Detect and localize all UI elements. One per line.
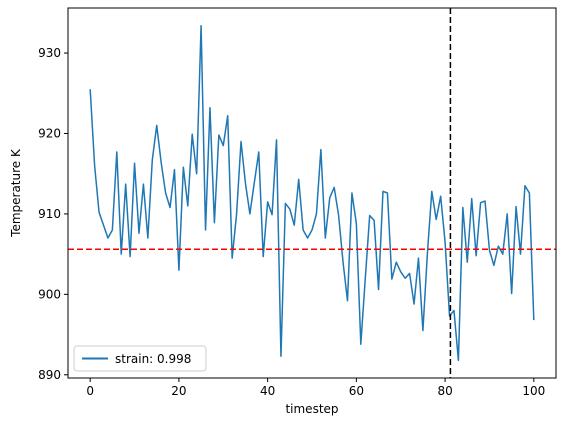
x-tick-label: 0 (86, 384, 94, 398)
plot-frame (67, 7, 557, 379)
y-axis-ticks: 890 900 910 920 930 (38, 46, 68, 382)
x-axis-label: timestep (285, 402, 338, 416)
reference-lines (68, 8, 556, 378)
y-tick-label: 900 (38, 287, 61, 301)
y-tick-label: 930 (38, 46, 61, 60)
x-tick-label: 40 (260, 384, 275, 398)
x-axis-ticks: 0 20 40 60 80 100 (86, 378, 545, 398)
legend-label: strain: 0.998 (115, 352, 191, 366)
x-tick-label: 20 (171, 384, 186, 398)
y-tick-label: 910 (38, 207, 61, 221)
x-tick-label: 60 (349, 384, 364, 398)
legend: strain: 0.998 (73, 345, 207, 372)
y-tick-label: 890 (38, 368, 61, 382)
legend-box (73, 345, 207, 372)
y-axis-label: Temperature K (9, 148, 23, 238)
plot-area (89, 24, 535, 362)
y-tick-label: 920 (38, 126, 61, 140)
series-line-0 (89, 24, 535, 362)
x-tick-label: 100 (522, 384, 545, 398)
x-tick-label: 80 (437, 384, 452, 398)
